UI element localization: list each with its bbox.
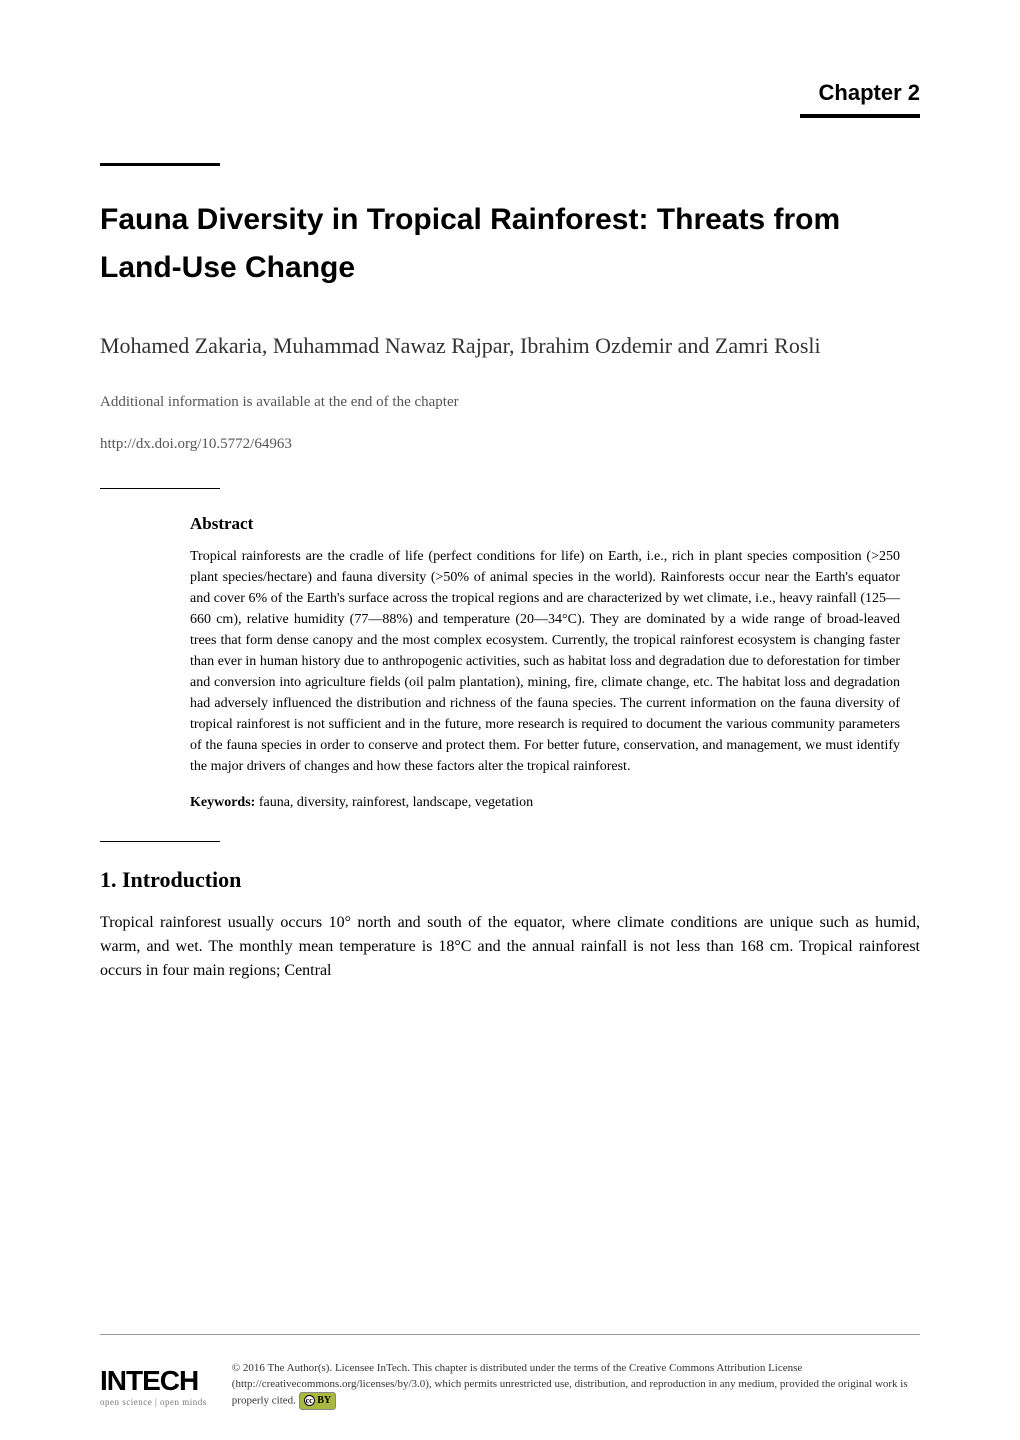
copyright-text: © 2016 The Author(s). Licensee InTech. T…: [232, 1361, 920, 1410]
cc-badge-icon: cc BY: [299, 1392, 336, 1410]
logo-subtext: open science | open minds: [100, 1397, 207, 1407]
abstract-heading: Abstract: [190, 514, 900, 534]
cc-circle-icon: cc: [304, 1395, 315, 1406]
author-list: Mohamed Zakaria, Muhammad Nawaz Rajpar, …: [100, 327, 920, 364]
intro-body: Tropical rainforest usually occurs 10° n…: [100, 911, 920, 983]
top-rule: [800, 114, 920, 118]
cc-by-label: BY: [317, 1395, 331, 1406]
footer-divider: [100, 1334, 920, 1335]
keywords-values: fauna, diversity, rainforest, landscape,…: [255, 795, 533, 810]
additional-info-note: Additional information is available at t…: [100, 394, 920, 411]
doi-link[interactable]: http://dx.doi.org/10.5772/64963: [100, 436, 920, 453]
logo-text: INTECH: [100, 1365, 198, 1397]
chapter-label: Chapter 2: [100, 80, 920, 106]
pre-intro-rule: [100, 841, 220, 842]
abstract-body: Tropical rainforests are the cradle of l…: [190, 546, 900, 777]
chapter-title: Fauna Diversity in Tropical Rainforest: …: [100, 196, 920, 292]
pre-abstract-rule: [100, 488, 220, 489]
keywords-line: Keywords: fauna, diversity, rainforest, …: [190, 795, 900, 811]
section-heading-intro: 1. Introduction: [100, 867, 920, 893]
keywords-label: Keywords:: [190, 795, 255, 810]
abstract-section: Abstract Tropical rainforests are the cr…: [100, 514, 920, 811]
page-footer: INTECH open science | open minds © 2016 …: [100, 1361, 920, 1410]
publisher-logo: INTECH open science | open minds: [100, 1365, 207, 1407]
pre-title-rule: [100, 163, 220, 166]
